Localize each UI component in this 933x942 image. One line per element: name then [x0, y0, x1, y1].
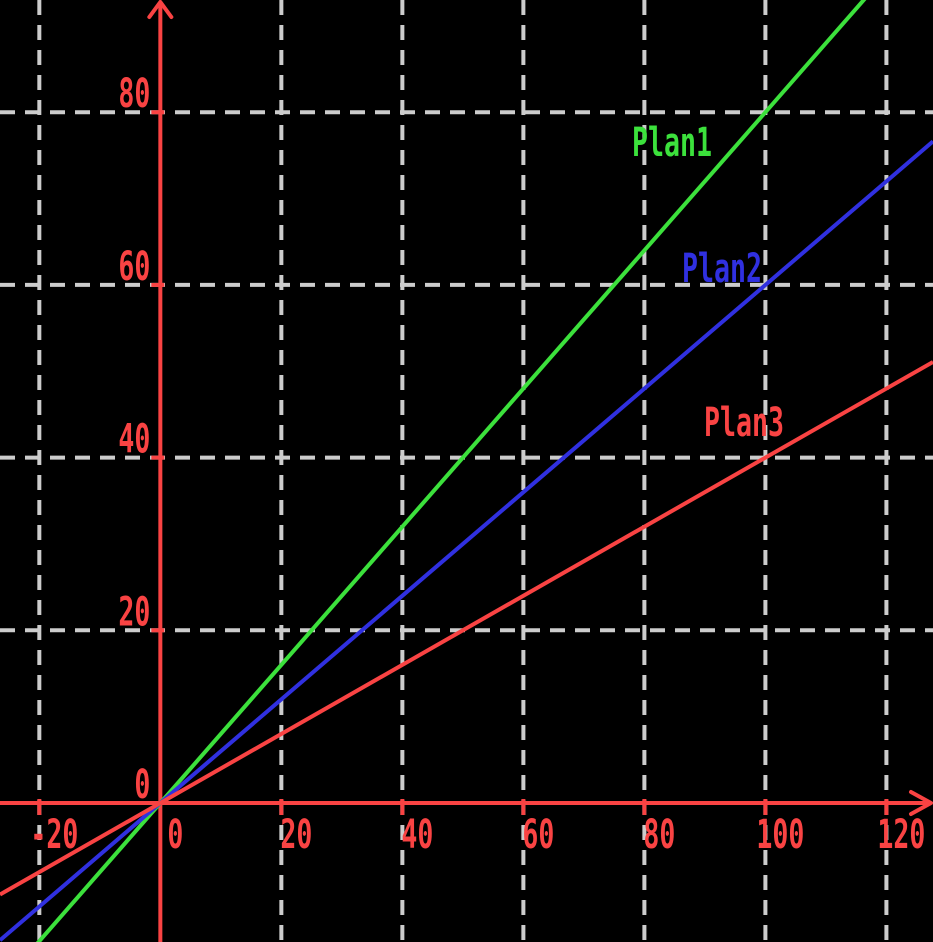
y-tick-label: 60 [118, 244, 150, 290]
x-tick-label: 60 [522, 812, 554, 858]
y-tick-label: 80 [118, 71, 150, 117]
x-axis-arrow-icon [909, 789, 933, 816]
series-label-plan3: Plan3 [704, 400, 784, 446]
x-tick-label: -20 [30, 812, 78, 858]
x-tick-label: 20 [280, 812, 312, 858]
y-tick-label: 40 [118, 417, 150, 463]
x-tick-label: 40 [401, 812, 433, 858]
y-tick-label: 0 [134, 762, 150, 808]
series-label-plan1: Plan1 [632, 120, 712, 166]
x-tick-label: 0 [167, 812, 183, 858]
y-axis-arrow-icon [147, 0, 174, 19]
series-label-plan2: Plan2 [682, 246, 762, 292]
y-tick-label: 20 [118, 589, 150, 635]
x-tick-label: 80 [643, 812, 675, 858]
series-line-plan3 [0, 360, 933, 897]
x-tick-label: 100 [756, 812, 804, 858]
x-tick-label: 120 [877, 812, 925, 858]
